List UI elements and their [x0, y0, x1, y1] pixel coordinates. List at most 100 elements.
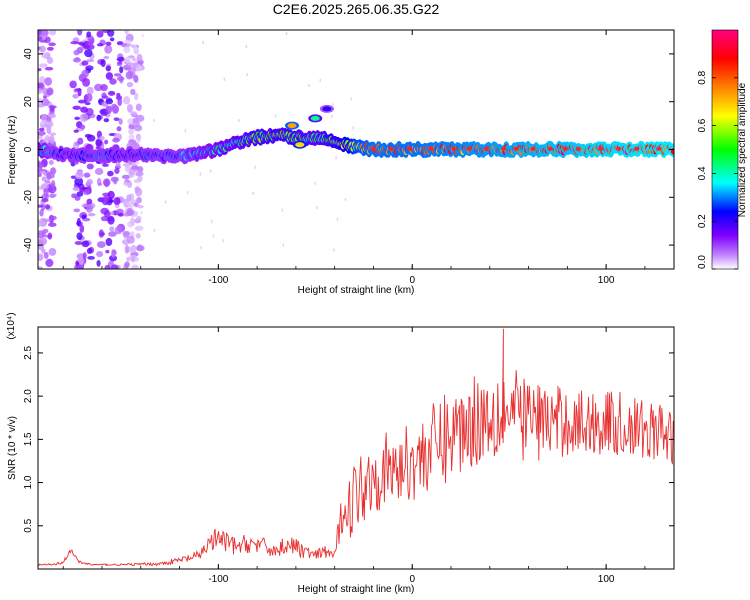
colorbar: 0.0 0.2 0.4 0.6 0.8 Normalized spectral ampl…	[697, 29, 748, 270]
noise-mark	[117, 97, 123, 107]
noise-mark	[111, 250, 117, 255]
y-tick-label: -20	[23, 190, 34, 205]
x-tick-label: 100	[598, 275, 615, 286]
noise-mark	[352, 126, 355, 130]
noise-mark	[46, 87, 54, 96]
y-tick-label: 2.5	[23, 346, 34, 360]
noise-mark	[103, 194, 110, 202]
noise-mark	[123, 232, 130, 239]
y-tick-label: 0	[23, 146, 34, 152]
noise-mark	[49, 134, 55, 144]
noise-mark	[202, 40, 204, 44]
noise-mark	[38, 88, 44, 94]
snr-multiplier: (x10⁴)	[6, 312, 17, 339]
x-tick-label: -100	[208, 275, 228, 286]
noise-mark	[314, 181, 317, 185]
noise-mark	[49, 113, 57, 119]
noise-mark	[131, 165, 140, 170]
noise-mark	[85, 43, 95, 50]
snr-panel: -100 0 100 0.5 1.0 1.5 2.0 2.5 (x10⁴) Height of…	[6, 312, 675, 595]
noise-mark	[96, 43, 104, 47]
feature-mark	[287, 123, 297, 129]
noise-mark	[336, 217, 339, 221]
snr-content	[38, 328, 674, 567]
noise-mark	[136, 53, 143, 62]
noise-mark	[141, 34, 144, 38]
noise-mark	[38, 162, 45, 168]
colorbar-tick-label: 0.2	[697, 214, 708, 228]
noise-mark	[44, 66, 54, 71]
ridge-peak	[407, 146, 413, 151]
noise-mark	[94, 83, 103, 92]
noise-mark	[84, 102, 91, 106]
noise-mark	[48, 248, 57, 256]
noise-mark	[107, 45, 113, 53]
noise-mark	[140, 211, 143, 215]
noise-mark	[46, 56, 54, 64]
noise-mark	[44, 180, 51, 184]
noise-mark	[70, 41, 80, 45]
noise-mark	[73, 129, 79, 133]
noise-mark	[135, 171, 144, 177]
noise-mark	[77, 30, 83, 36]
noise-mark	[128, 133, 135, 140]
noise-mark	[124, 261, 130, 268]
noise-mark	[105, 98, 114, 105]
noise-mark	[130, 88, 136, 96]
noise-mark	[38, 127, 45, 132]
noise-mark	[335, 156, 337, 160]
noise-mark	[41, 113, 48, 123]
noise-mark	[45, 258, 54, 268]
colorbar-tick-label: 0.6	[697, 118, 708, 132]
noise-mark	[113, 197, 121, 205]
y-tick-label: 1.5	[23, 432, 34, 446]
noise-mark	[76, 232, 83, 240]
noise-mark	[308, 84, 310, 88]
noise-mark	[350, 97, 353, 101]
noise-mark	[41, 248, 46, 254]
noise-mark	[282, 243, 285, 247]
noise-mark	[210, 219, 213, 223]
noise-mark	[108, 231, 117, 237]
noise-mark	[77, 137, 84, 145]
noise-mark	[76, 217, 81, 227]
y-tick-label: 20	[23, 96, 34, 108]
noise-mark	[76, 191, 84, 197]
ridge-peak	[656, 146, 662, 151]
noise-mark	[130, 111, 138, 117]
noise-mark	[48, 215, 57, 221]
noise-mark	[75, 261, 80, 266]
ridge-peak	[615, 146, 621, 151]
noise-mark	[113, 117, 120, 122]
ridge-peak	[428, 146, 434, 151]
noise-mark	[135, 245, 145, 252]
noise-mark	[132, 117, 139, 124]
noise-mark	[107, 90, 116, 96]
noise-mark	[116, 76, 125, 82]
noise-mark	[39, 120, 47, 129]
noise-mark	[69, 80, 77, 89]
noise-mark	[74, 116, 81, 121]
noise-mark	[44, 77, 52, 86]
noise-mark	[42, 218, 51, 222]
noise-mark	[112, 137, 120, 143]
noise-mark	[84, 49, 93, 58]
snr-plot-area	[38, 327, 674, 569]
noise-mark	[44, 204, 51, 210]
noise-mark	[131, 254, 136, 263]
noise-mark	[109, 226, 115, 232]
ridge-peak	[562, 146, 568, 151]
spectrogram-ylabel: Frequency (Hz)	[7, 116, 18, 185]
noise-mark	[82, 188, 91, 196]
noise-mark	[86, 178, 94, 185]
noise-mark	[212, 234, 215, 238]
feature-mark	[322, 106, 332, 112]
noise-mark	[115, 161, 121, 169]
noise-mark	[246, 73, 249, 77]
noise-mark	[105, 72, 114, 80]
noise-mark	[109, 211, 115, 216]
noise-mark	[50, 167, 56, 175]
noise-mark	[86, 86, 94, 95]
noise-mark	[48, 222, 57, 227]
noise-mark	[332, 103, 334, 107]
